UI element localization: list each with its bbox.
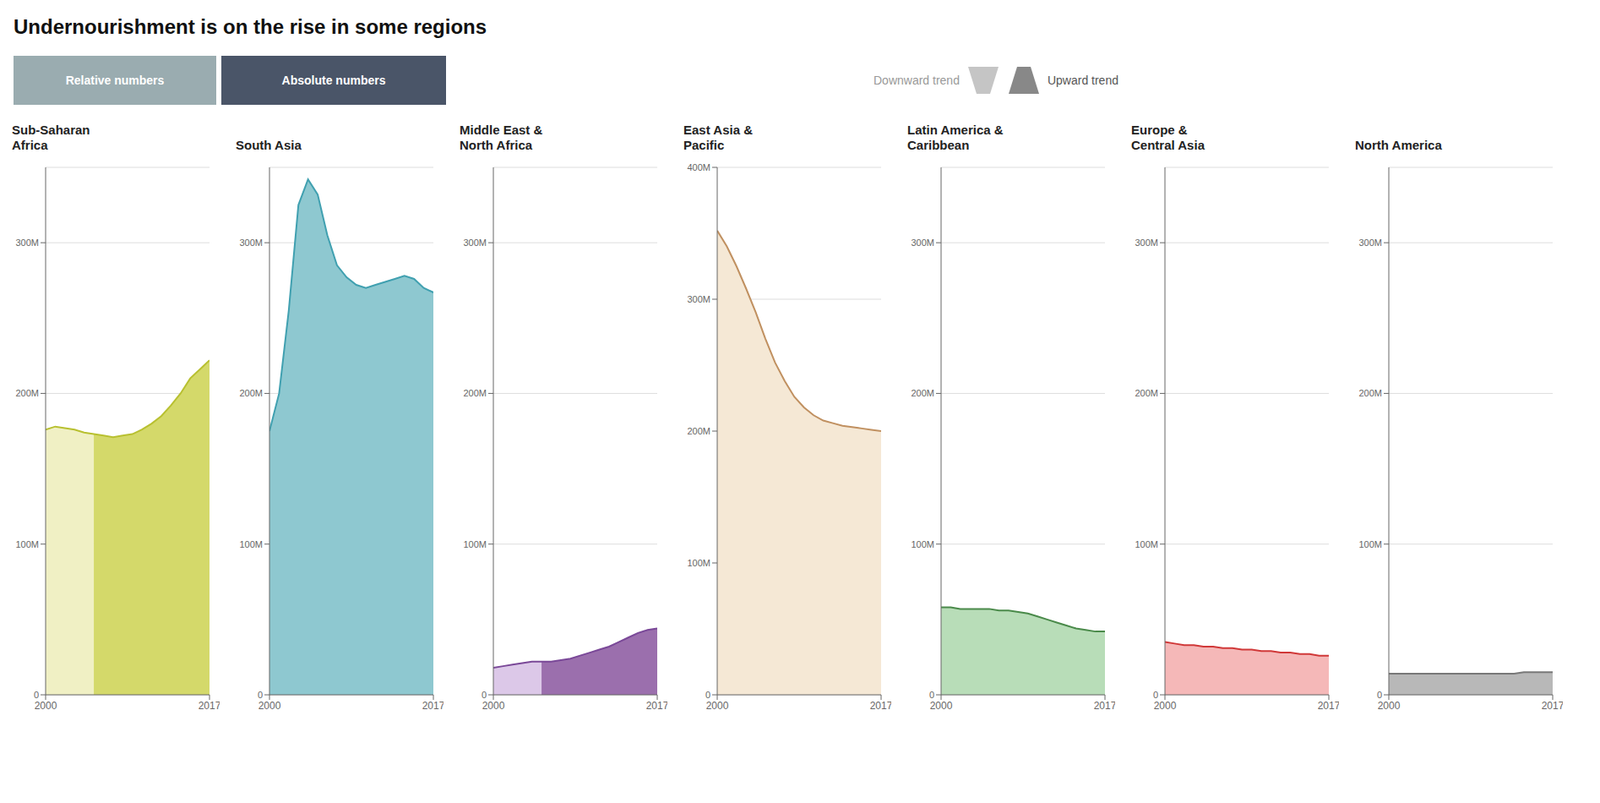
html-text:East Asia & Pacific: East Asia & Pacific bbox=[683, 122, 753, 153]
html-text:Sub-Saharan Africa: Sub-Saharan Africa bbox=[11, 122, 90, 153]
html-text:Latin America & Caribbean: Latin America & Caribbean bbox=[907, 122, 1004, 153]
svg-text:100M: 100M bbox=[239, 538, 263, 550]
svg-text:2017: 2017 bbox=[1093, 699, 1116, 712]
svg-text:400M: 400M bbox=[686, 162, 711, 173]
svg-text:200M: 200M bbox=[686, 425, 711, 436]
svg-text:2000: 2000 bbox=[1153, 699, 1177, 712]
svg-text:100M: 100M bbox=[462, 538, 487, 550]
svg-text:2017: 2017 bbox=[1317, 699, 1339, 712]
svg-text:2017: 2017 bbox=[1541, 699, 1563, 712]
svg-text:2000: 2000 bbox=[706, 699, 730, 712]
svg-text:2000: 2000 bbox=[1377, 699, 1401, 712]
svg-text:0: 0 bbox=[257, 689, 263, 700]
svg-text:2000: 2000 bbox=[930, 699, 953, 712]
svg-text:100M: 100M bbox=[910, 538, 935, 550]
svg-text:200M: 200M bbox=[1358, 387, 1383, 398]
svg-text:2017: 2017 bbox=[870, 699, 892, 712]
svg-text:2000: 2000 bbox=[482, 699, 506, 712]
svg-text:200M: 200M bbox=[910, 387, 935, 398]
html-text:South Asia: South Asia bbox=[235, 137, 302, 153]
svg-text:2017: 2017 bbox=[646, 699, 668, 712]
svg-text:300M: 300M bbox=[239, 237, 263, 248]
svg-text:200M: 200M bbox=[462, 387, 487, 398]
svg-text:0: 0 bbox=[705, 689, 711, 700]
svg-text:100M: 100M bbox=[15, 538, 39, 550]
svg-text:300M: 300M bbox=[686, 293, 711, 305]
svg-text:200M: 200M bbox=[1134, 387, 1159, 398]
html-text:Absolute numbers: Absolute numbers bbox=[281, 73, 386, 88]
svg-text:300M: 300M bbox=[1134, 237, 1159, 248]
html-text:Downward trend: Downward trend bbox=[873, 73, 960, 88]
svg-text:0: 0 bbox=[929, 689, 935, 700]
svg-text:300M: 300M bbox=[15, 237, 39, 248]
html-text:Europe & Central Asia: Europe & Central Asia bbox=[1131, 122, 1205, 153]
svg-text:100M: 100M bbox=[1134, 538, 1159, 550]
html-text:Middle East & North Africa: Middle East & North Africa bbox=[459, 122, 543, 153]
svg-text:300M: 300M bbox=[462, 237, 487, 248]
svg-text:2017: 2017 bbox=[422, 699, 444, 712]
svg-text:2017: 2017 bbox=[198, 699, 220, 712]
html-text:Upward trend: Upward trend bbox=[1047, 73, 1119, 88]
html-text:Relative numbers: Relative numbers bbox=[65, 73, 165, 88]
svg-text:2000: 2000 bbox=[258, 699, 282, 712]
svg-text:300M: 300M bbox=[910, 237, 935, 248]
svg-text:100M: 100M bbox=[1358, 538, 1383, 550]
svg-text:0: 0 bbox=[1153, 689, 1159, 700]
svg-text:0: 0 bbox=[33, 689, 39, 700]
svg-text:100M: 100M bbox=[686, 557, 711, 568]
svg-text:200M: 200M bbox=[15, 387, 39, 398]
svg-text:0: 0 bbox=[1376, 689, 1383, 700]
svg-text:300M: 300M bbox=[1358, 237, 1383, 248]
svg-text:0: 0 bbox=[481, 689, 487, 700]
svg-text:2000: 2000 bbox=[34, 699, 58, 712]
svg-text:200M: 200M bbox=[239, 387, 263, 398]
html-text:Undernourishment is on the ris: Undernourishment is on the rise in some … bbox=[13, 15, 487, 39]
html-text:North America: North America bbox=[1355, 137, 1442, 153]
